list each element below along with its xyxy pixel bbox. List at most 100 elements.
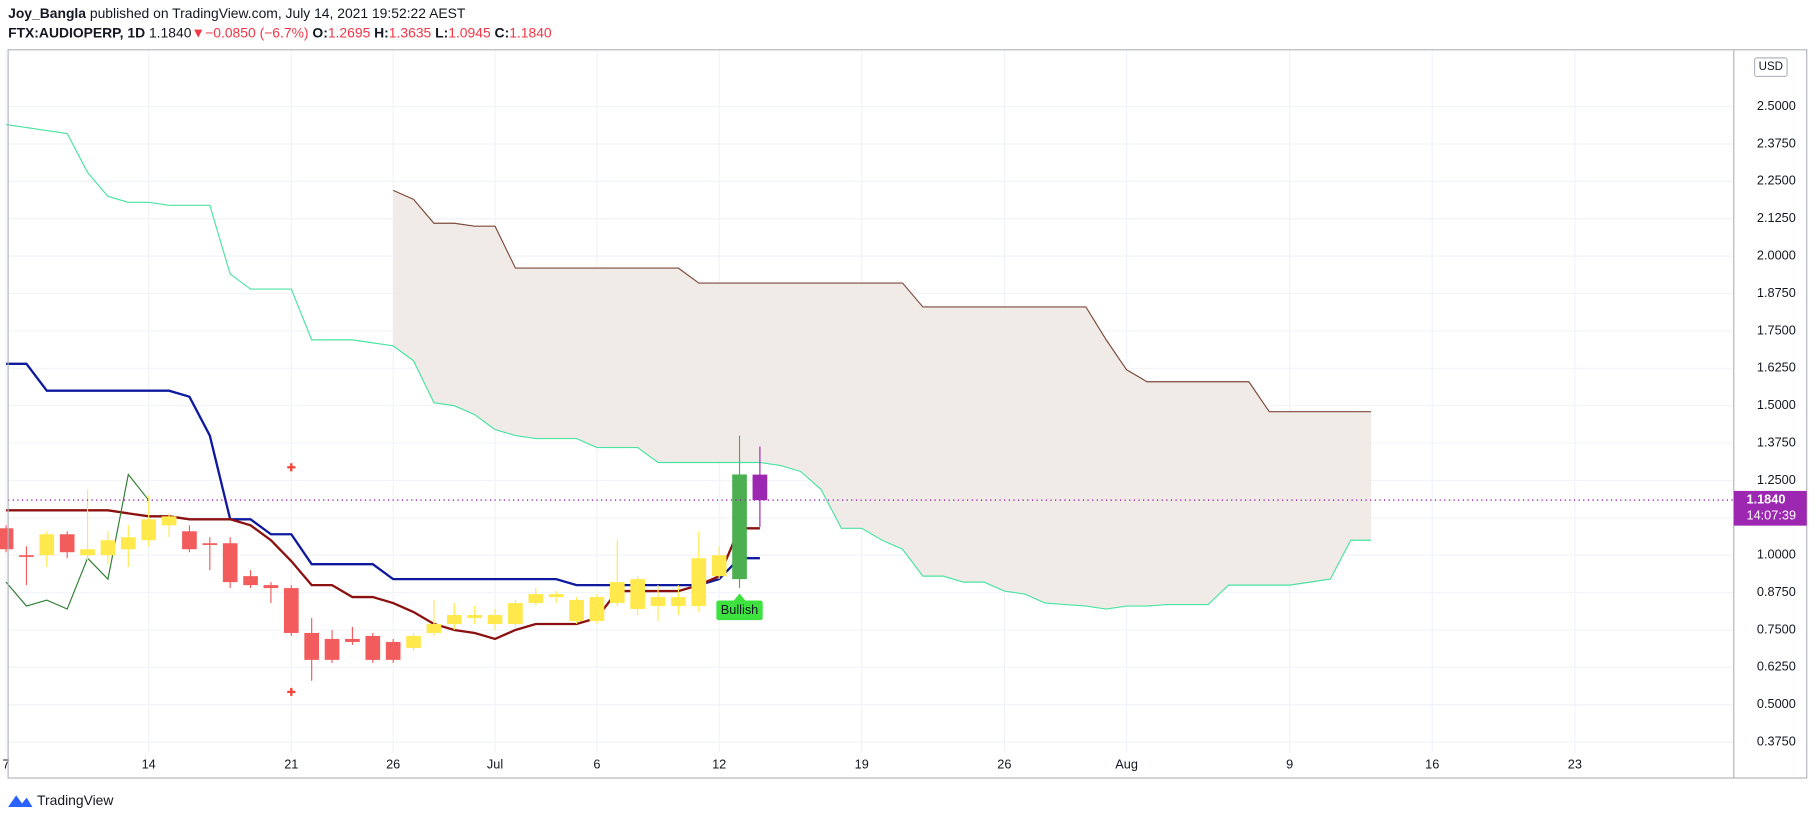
x-tick-label: 21 [284,757,298,772]
change: −0.0850 (−6.7%) [205,24,308,40]
candle-body [711,555,727,577]
close: 1.1840 [509,24,552,40]
x-tick-label: 6 [593,757,600,772]
candle-body [141,519,157,541]
candle-body [100,540,116,556]
price-label-box [1733,490,1807,526]
y-tick-label: 0.7500 [1757,621,1796,636]
candle-body [182,531,197,550]
arrow: ▼ [191,24,205,40]
candle-body [487,615,503,624]
symbol-line: FTX:AUDIOPERP, 1D 1.1840▼−0.0850 (−6.7%)… [8,24,552,40]
y-tick-label: 1.0000 [1757,547,1796,562]
x-tick-label: Aug [1115,757,1138,772]
candle-body [630,579,645,610]
candle-body [0,528,14,550]
candle-body [365,635,381,660]
x-tick-label: 9 [1286,757,1293,772]
candle-body [263,585,279,589]
x-tick-label: 23 [1568,757,1582,772]
x-tick-label: 19 [855,757,869,772]
y-tick-label: 2.3750 [1757,135,1796,150]
candle-body [19,555,34,557]
y-tick-label: 2.0000 [1757,247,1796,262]
y-tick-label: 1.3750 [1757,434,1796,449]
author: Joy_Bangla [8,5,86,21]
candle-body [508,603,523,624]
y-tick-label: 2.2500 [1757,173,1796,188]
cross-marker [287,463,296,472]
candle-body [671,597,686,607]
plot: 0.37500.50000.62500.75000.87501.00001.12… [0,49,1796,772]
candle-body [283,588,299,633]
candle-body [324,638,340,660]
y-tick-label: 2.5000 [1757,98,1796,113]
candle-body [406,635,421,648]
candle-body [528,594,544,604]
y-tick-label: 1.8750 [1757,285,1796,300]
candle-body [752,474,768,501]
candle-body [304,632,320,660]
x-tick-label: 26 [386,757,400,772]
y-tick-label: 1.7500 [1757,322,1796,337]
candle-body [548,594,564,598]
high: 1.3635 [389,24,432,40]
candle-body [202,543,218,545]
x-tick-label: 12 [712,757,726,772]
cloud-fill [393,190,1372,610]
indicator-line [392,189,1372,413]
candle-body [609,582,625,604]
o-label: O: [312,24,327,40]
candle-body [589,597,605,621]
candle-body [467,615,483,619]
annotation-box [716,600,763,621]
indicator-line [5,123,1372,610]
candle-body [385,641,401,660]
x-tick-label: 7 [3,757,10,772]
publish-line: Joy_Bangla published on TradingView.com,… [8,5,466,21]
y-tick-label: 0.5000 [1757,696,1796,711]
chart-frame [7,49,1808,779]
x-tick-label: 26 [997,757,1011,772]
candle-body [120,537,136,550]
y-tick-label: 1.6250 [1757,360,1796,375]
last: 1.1840 [149,24,192,40]
l-label: L: [435,24,448,40]
y-tick-label: 1.5000 [1757,397,1796,412]
candle-body [650,597,666,607]
candle-body [161,516,177,526]
x-tick-label: 14 [142,757,156,772]
candle-body [446,615,462,624]
candle-body [345,638,360,642]
candle-body [691,558,707,607]
indicator-line [6,509,760,641]
candle-body [80,549,95,556]
candle-body [39,534,55,556]
candle-body [59,534,75,553]
x-tick-label: Jul [487,757,503,772]
cross-marker [287,687,296,696]
candle-body [222,543,238,583]
brand: TradingView [37,792,114,808]
y-tick-label: 0.8750 [1757,584,1796,599]
currency: USD [1759,61,1783,73]
candle-body [569,600,584,621]
indicator-line [5,473,150,610]
price-label: 1.1840 [1747,492,1786,507]
published: published on TradingView.com, July 14, 2… [90,5,466,21]
candle-body [426,623,442,633]
currency-box [1754,57,1788,77]
low: 1.0945 [448,24,491,40]
annotation-text: Bullish [721,602,758,617]
y-tick-label: 2.1250 [1757,210,1796,225]
logo [8,795,33,807]
c-label: C: [495,24,510,40]
candle-body [732,474,747,580]
symbol: FTX:AUDIOPERP, 1D [8,24,145,40]
annotation-arrow [733,593,746,601]
y-tick-label: 1.2500 [1757,472,1796,487]
open: 1.2695 [328,24,371,40]
x-tick-label: 16 [1425,757,1439,772]
